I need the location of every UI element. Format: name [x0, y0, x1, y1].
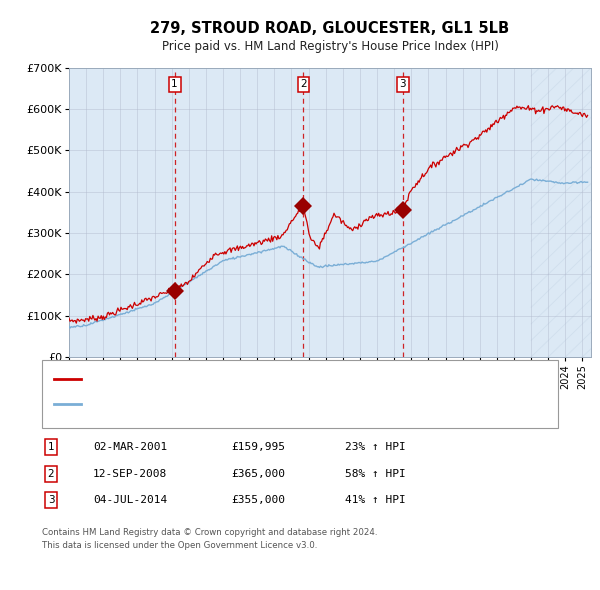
Text: 2: 2: [300, 80, 307, 89]
Text: £159,995: £159,995: [231, 442, 285, 452]
Text: HPI: Average price, detached house, Gloucester: HPI: Average price, detached house, Glou…: [87, 399, 349, 409]
Text: 23% ↑ HPI: 23% ↑ HPI: [345, 442, 406, 452]
Text: 58% ↑ HPI: 58% ↑ HPI: [345, 469, 406, 478]
Text: 1: 1: [47, 442, 55, 452]
Text: 279, STROUD ROAD, GLOUCESTER, GL1 5LB: 279, STROUD ROAD, GLOUCESTER, GL1 5LB: [151, 21, 509, 36]
Text: 2: 2: [47, 469, 55, 478]
Text: 41% ↑ HPI: 41% ↑ HPI: [345, 496, 406, 505]
Text: 1: 1: [171, 80, 178, 89]
Text: 04-JUL-2014: 04-JUL-2014: [93, 496, 167, 505]
Text: Price paid vs. HM Land Registry's House Price Index (HPI): Price paid vs. HM Land Registry's House …: [161, 40, 499, 53]
Text: 3: 3: [47, 496, 55, 505]
Text: 279, STROUD ROAD, GLOUCESTER, GL1 5LB (detached house): 279, STROUD ROAD, GLOUCESTER, GL1 5LB (d…: [87, 374, 428, 384]
Text: £365,000: £365,000: [231, 469, 285, 478]
Text: £355,000: £355,000: [231, 496, 285, 505]
Text: 3: 3: [400, 80, 406, 89]
Text: Contains HM Land Registry data © Crown copyright and database right 2024.: Contains HM Land Registry data © Crown c…: [42, 527, 377, 537]
Text: This data is licensed under the Open Government Licence v3.0.: This data is licensed under the Open Gov…: [42, 541, 317, 550]
Text: 12-SEP-2008: 12-SEP-2008: [93, 469, 167, 478]
Text: 02-MAR-2001: 02-MAR-2001: [93, 442, 167, 452]
